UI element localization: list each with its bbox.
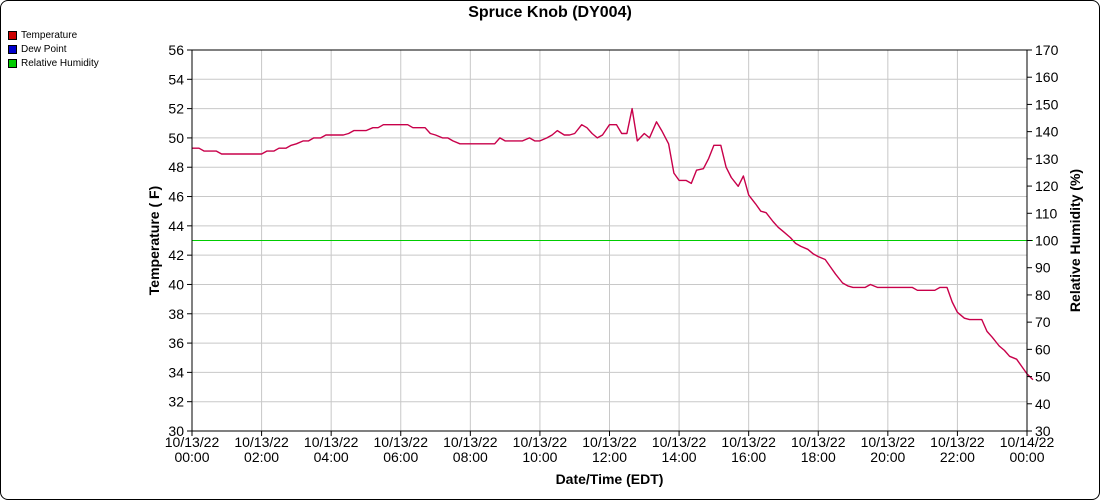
series-layer — [192, 107, 1034, 381]
y-tick-label: 46 — [168, 189, 184, 205]
y2-tick-label: 140 — [1035, 124, 1059, 140]
legend-label-dew-point: Dew Point — [21, 43, 67, 55]
y2-tick-label: 150 — [1035, 96, 1059, 112]
y2-tick-label: 160 — [1035, 69, 1059, 85]
x-tick-label-time: 00:00 — [174, 449, 209, 465]
x-tick-label-time: 02:00 — [244, 449, 279, 465]
y-tick-label: 38 — [168, 306, 184, 322]
x-axis-title: Date/Time (EDT) — [556, 471, 664, 487]
x-tick-label-date: 10/13/22 — [443, 434, 498, 450]
x-tick-label-time: 08:00 — [453, 449, 488, 465]
y-tick-label: 34 — [168, 364, 184, 380]
y2-tick-label: 170 — [1035, 42, 1059, 58]
y2-tick-label: 70 — [1035, 314, 1051, 330]
y2-tick-label: 100 — [1035, 233, 1059, 249]
x-tick-label-time: 10:00 — [522, 449, 557, 465]
x-tick-label-date: 10/13/22 — [304, 434, 359, 450]
x-tick-label-date: 10/13/22 — [165, 434, 220, 450]
x-tick-label-date: 10/13/22 — [930, 434, 985, 450]
y-tick-label: 36 — [168, 335, 184, 351]
x-tick-label-time: 14:00 — [662, 449, 697, 465]
x-tick-label-time: 16:00 — [731, 449, 766, 465]
y2-tick-label: 80 — [1035, 287, 1051, 303]
y-tick-label: 30 — [168, 423, 184, 439]
x-tick-label-date: 10/13/22 — [861, 434, 916, 450]
x-tick-label-time: 18:00 — [801, 449, 836, 465]
x-tick-label-time: 06:00 — [383, 449, 418, 465]
y2-tick-label: 30 — [1035, 423, 1051, 439]
y2-tick-label: 50 — [1035, 369, 1051, 385]
x-tick-label-date: 10/13/22 — [234, 434, 289, 450]
x-tick-label-time: 12:00 — [592, 449, 627, 465]
legend-swatch-temperature — [8, 30, 17, 40]
x-tick-label-date: 10/13/22 — [582, 434, 637, 450]
x-tick-label-date: 10/13/22 — [513, 434, 568, 450]
axes: 30 32 34 36 38 40 42 44 46 48 50 52 54 56 30 40 50 60 70 80… — [165, 42, 1059, 465]
y2-tick-label: 40 — [1035, 396, 1051, 412]
x-tick-label-date: 10/13/22 — [652, 434, 707, 450]
series-line-temperature — [192, 107, 1034, 381]
legend-label-temperature: Temperature — [21, 29, 78, 41]
legend-item-dew-point: Dew Point — [8, 42, 99, 56]
y-axis-title: Temperature ( F) — [146, 186, 162, 295]
y-tick-label: 32 — [168, 394, 184, 410]
legend-swatch-relative-humidity — [8, 58, 17, 68]
x-tick-label-date: 10/13/22 — [374, 434, 429, 450]
legend-swatch-dew-point — [8, 44, 17, 54]
y2-tick-label: 90 — [1035, 260, 1051, 276]
y2-axis-title: Relative Humidity (%) — [1067, 169, 1083, 312]
y-tick-label: 48 — [168, 159, 184, 175]
y-tick-label: 56 — [168, 42, 184, 58]
y-tick-label: 40 — [168, 276, 184, 292]
y-tick-label: 42 — [168, 247, 184, 263]
y2-tick-label: 110 — [1035, 205, 1058, 221]
legend-item-relative-humidity: Relative Humidity — [8, 56, 99, 70]
x-tick-label-time: 04:00 — [314, 449, 349, 465]
x-tick-label-time: 22:00 — [940, 449, 975, 465]
y-tick-label: 54 — [168, 71, 184, 87]
x-tick-label-date: 10/14/22 — [1000, 434, 1055, 450]
legend: Temperature Dew Point Relative Humidity — [8, 28, 99, 70]
y2-tick-label: 60 — [1035, 341, 1051, 357]
y2-tick-label: 130 — [1035, 151, 1059, 167]
x-tick-label-time: 00:00 — [1009, 449, 1044, 465]
x-tick-label-time: 20:00 — [870, 449, 905, 465]
x-tick-label-date: 10/13/22 — [721, 434, 776, 450]
x-tick-label-date: 10/13/22 — [791, 434, 846, 450]
y-tick-label: 44 — [168, 218, 184, 234]
y-tick-label: 52 — [168, 101, 184, 117]
plot-area — [191, 49, 1028, 432]
legend-item-temperature: Temperature — [8, 28, 99, 42]
y-tick-label: 50 — [168, 130, 184, 146]
legend-label-relative-humidity: Relative Humidity — [21, 57, 99, 69]
chart-title: Spruce Knob (DY004) — [468, 4, 632, 21]
y2-tick-label: 120 — [1035, 178, 1059, 194]
